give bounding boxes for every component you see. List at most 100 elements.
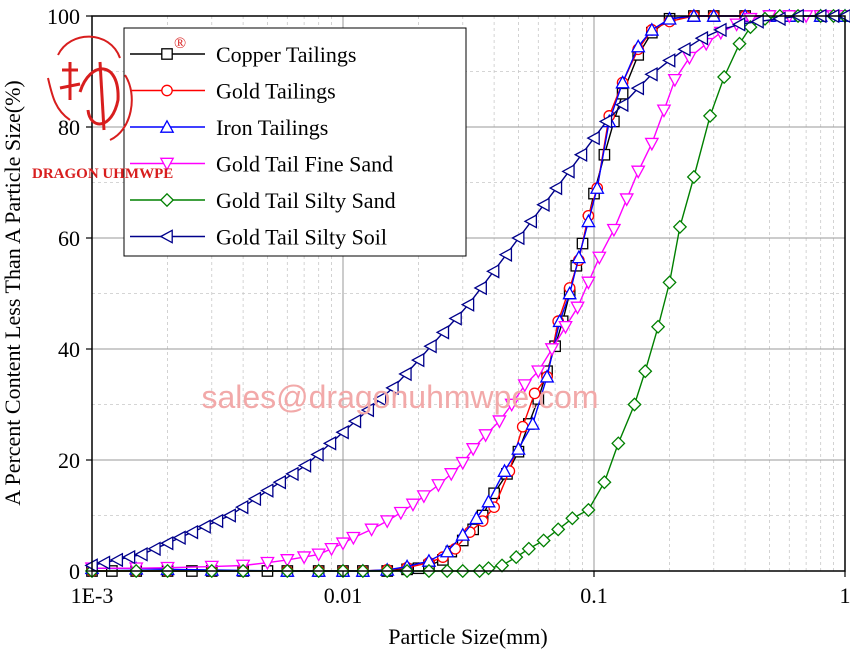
data-point	[627, 397, 642, 412]
legend: Copper Tailings Gold Tailings Iron Tailing…	[123, 27, 467, 257]
data-point	[272, 474, 287, 490]
data-point	[517, 379, 533, 393]
y-tick-label: 0	[69, 559, 80, 584]
data-point	[335, 424, 349, 440]
legend-label: Iron Tailings	[216, 115, 328, 140]
data-point	[662, 11, 677, 25]
data-point	[364, 523, 379, 537]
data-point	[297, 458, 312, 473]
data-point	[473, 280, 487, 296]
data-point	[509, 550, 524, 565]
legend-item: Iron Tailings	[130, 115, 328, 140]
data-point	[586, 130, 600, 146]
axis-tick-labels: 1E-3 0.01 0.1 1 0 20 40 60 80 100	[47, 4, 850, 608]
dragon-logo: ® DRAGON UHMWPE	[32, 35, 186, 182]
data-point	[581, 502, 596, 518]
legend-label: Gold Tail Fine Sand	[216, 152, 393, 177]
data-point	[644, 22, 660, 36]
data-point	[310, 447, 324, 462]
data-point	[346, 531, 361, 546]
data-point	[630, 38, 646, 53]
data-point	[731, 17, 746, 32]
axis-ticks	[86, 15, 846, 577]
legend-marker	[159, 192, 175, 208]
data-point	[393, 506, 409, 521]
data-point	[235, 499, 249, 515]
data-point	[525, 416, 541, 430]
data-point	[172, 530, 186, 545]
data-point	[504, 398, 519, 413]
data-point	[134, 547, 148, 562]
data-point	[713, 22, 727, 38]
legend-marker	[159, 157, 175, 172]
data-point	[448, 311, 462, 326]
data-point	[573, 147, 588, 163]
data-point	[686, 169, 702, 185]
data-point	[439, 544, 455, 558]
data-point	[581, 213, 596, 228]
data-point	[222, 508, 236, 523]
data-point	[372, 391, 387, 407]
logo-registered-mark: ®	[174, 35, 186, 52]
data-point	[360, 402, 375, 418]
data-point	[296, 551, 312, 565]
legend-marker	[159, 119, 175, 133]
legend-item: Gold Tail Fine Sand	[130, 152, 393, 177]
data-point	[717, 69, 732, 85]
data-point	[677, 42, 691, 57]
data-point	[536, 533, 551, 548]
data-point	[630, 165, 646, 179]
data-point	[656, 104, 672, 118]
y-tick-label: 60	[58, 226, 80, 251]
data-point	[398, 366, 412, 382]
data-point	[581, 276, 596, 290]
data-point	[511, 230, 525, 246]
data-point	[661, 53, 676, 68]
data-point	[644, 137, 660, 152]
data-point	[280, 554, 295, 568]
x-tick-label: 1E-3	[71, 583, 114, 608]
data-point	[570, 301, 585, 315]
data-point	[544, 343, 560, 357]
x-tick-label: 0.01	[324, 583, 363, 608]
data-point	[516, 420, 529, 433]
data-point	[121, 549, 136, 565]
legend-box	[123, 27, 467, 257]
data-point	[410, 352, 425, 368]
data-point	[159, 535, 174, 551]
data-point	[539, 369, 555, 383]
data-point	[606, 223, 622, 238]
legend-item: Gold Tailings	[130, 79, 336, 104]
y-tick-label: 80	[58, 115, 80, 140]
data-point	[551, 522, 566, 537]
x-tick-label: 0.1	[580, 583, 608, 608]
legend-marker	[161, 48, 173, 60]
data-point	[335, 537, 351, 551]
x-tick-label: 1	[840, 583, 850, 608]
data-point	[481, 494, 496, 508]
data-point	[619, 193, 635, 207]
data-point	[702, 108, 718, 124]
data-point	[571, 249, 587, 264]
data-point	[197, 519, 211, 534]
data-point	[662, 275, 677, 290]
data-point	[423, 338, 437, 354]
data-point	[209, 513, 224, 529]
data-point	[536, 197, 550, 212]
data-point	[694, 30, 709, 46]
data-point	[615, 97, 629, 113]
data-point	[435, 325, 450, 340]
x-axis-title: Particle Size(mm)	[388, 624, 547, 649]
data-point	[324, 542, 339, 557]
legend-label: Copper Tailings	[216, 42, 356, 67]
data-point	[431, 479, 446, 493]
data-point	[615, 75, 630, 89]
data-point	[672, 219, 688, 235]
data-point	[650, 319, 666, 334]
data-point	[443, 468, 459, 482]
y-tick-label: 40	[58, 337, 80, 362]
data-point	[498, 247, 513, 262]
data-point	[260, 556, 275, 571]
data-point	[285, 466, 299, 482]
